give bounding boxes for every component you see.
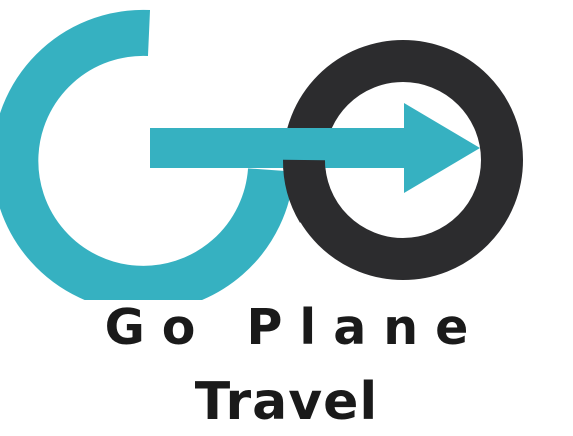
brand-tagline: Travel xyxy=(194,372,379,432)
g-arc xyxy=(0,9,294,300)
arrow-shaft xyxy=(150,103,480,193)
brand-name: Go Plane xyxy=(104,299,486,356)
go-arrow-logo-icon xyxy=(0,9,523,300)
o-ring-overlap xyxy=(283,159,337,223)
